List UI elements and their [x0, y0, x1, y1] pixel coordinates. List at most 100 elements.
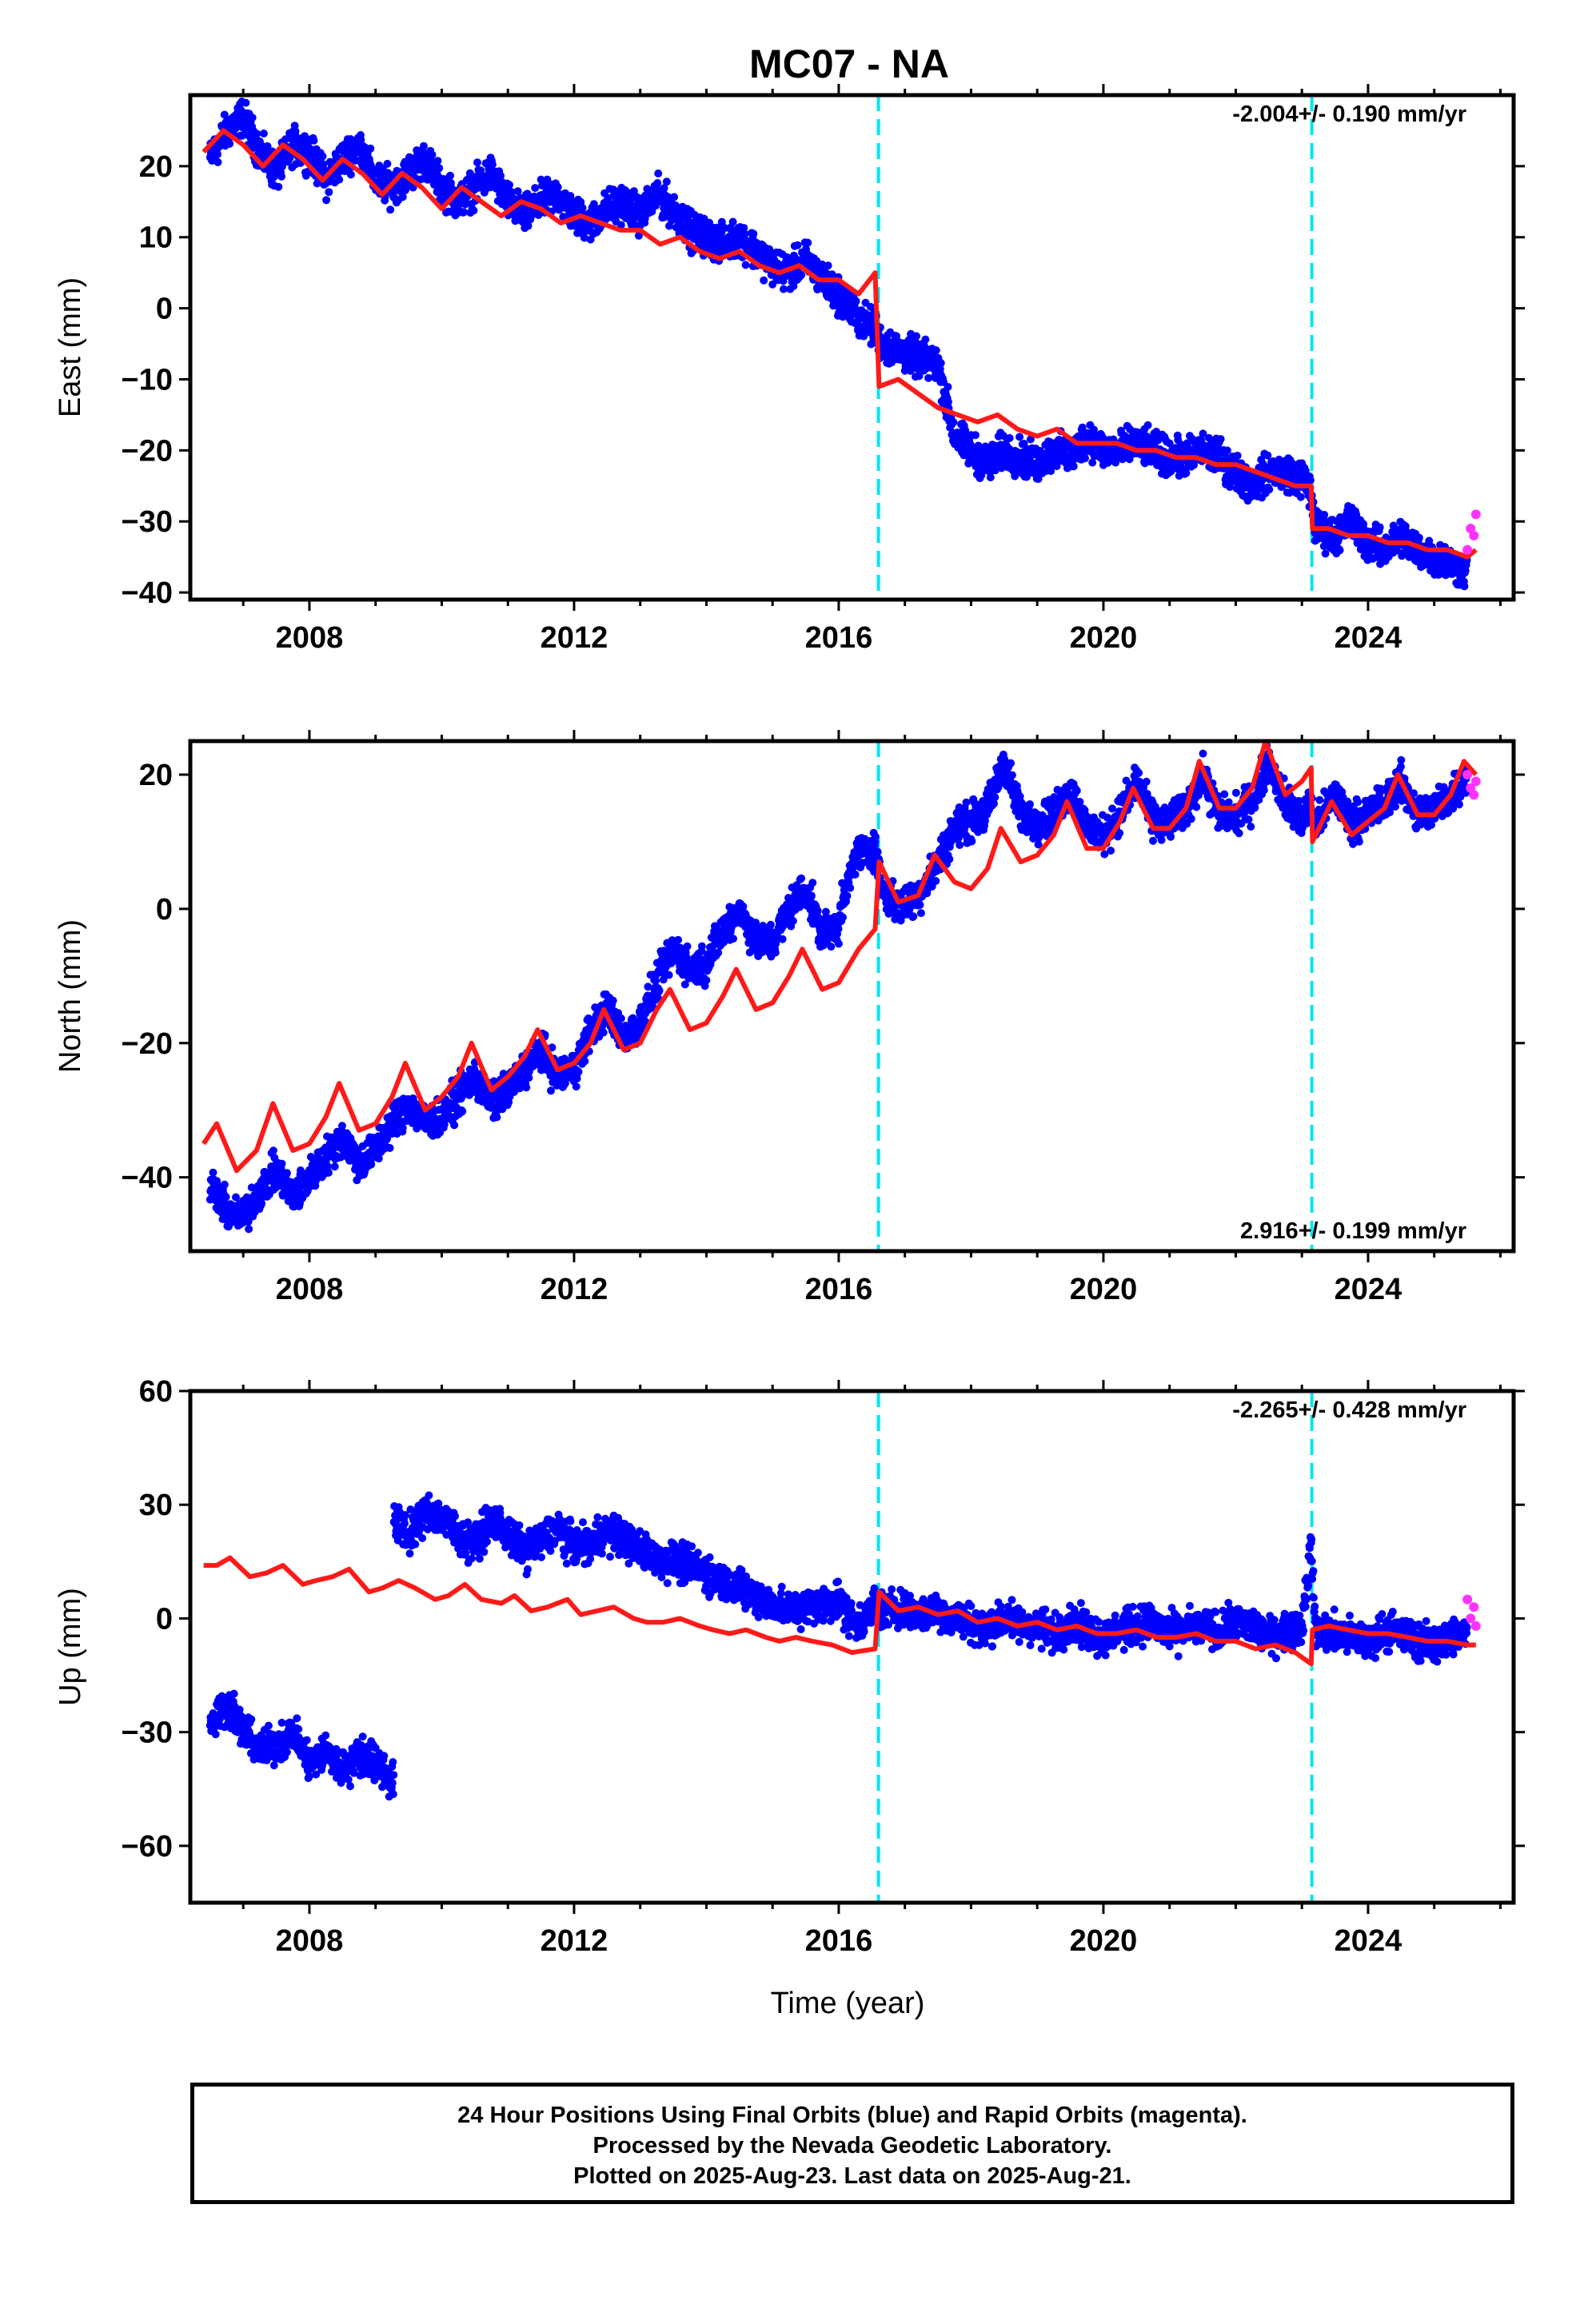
data-point-final	[367, 1161, 375, 1169]
data-point-final	[473, 158, 481, 166]
data-point-final	[514, 187, 522, 195]
data-point-final	[1217, 435, 1225, 443]
y-tick-label: −10	[122, 363, 173, 397]
data-point-final	[554, 183, 562, 191]
data-point-final	[274, 183, 282, 191]
data-point-final	[1263, 452, 1271, 460]
data-point-final	[489, 161, 497, 169]
data-point-final	[278, 1160, 286, 1168]
data-point-final	[714, 949, 722, 957]
data-point-final	[420, 142, 428, 150]
panels: 2008 2012 2016 2020 2024 −40 −30 −20 −10 0 10 20 Eas…	[54, 84, 1525, 1958]
x-tick-label: 2008	[276, 621, 344, 655]
data-point-final	[573, 1082, 581, 1090]
plot-area-east	[204, 95, 1481, 600]
plot-area-north	[204, 741, 1481, 1251]
data-point-final	[729, 935, 737, 943]
data-point-final	[654, 169, 662, 177]
y-tick-label: −20	[122, 434, 173, 468]
y-tick-label: 0	[156, 293, 173, 326]
data-point-final	[292, 127, 300, 135]
y-axis-label-east: East (mm)	[54, 277, 87, 417]
data-point-rapid	[1469, 531, 1478, 540]
data-point-final	[656, 987, 664, 995]
data-point-final	[221, 1181, 229, 1189]
data-point-final	[446, 172, 454, 180]
data-point-final	[932, 346, 940, 354]
data-point-final	[760, 277, 768, 285]
data-point-final	[260, 130, 268, 138]
data-point-final	[469, 206, 477, 214]
data-point-final	[912, 333, 920, 341]
data-point-final	[1376, 524, 1384, 532]
data-point-final	[972, 431, 980, 439]
data-point-final	[335, 176, 343, 184]
data-point-final	[249, 114, 257, 122]
data-point-final	[522, 1083, 530, 1091]
data-point-rapid	[1471, 509, 1481, 519]
data-point-final	[1015, 433, 1023, 441]
data-point-final	[1415, 534, 1423, 542]
data-point-final	[232, 1194, 240, 1202]
data-point-final	[944, 383, 952, 391]
data-point-final	[1336, 546, 1344, 554]
data-point-final	[322, 196, 330, 204]
data-point-final	[921, 336, 929, 344]
y-tick-label: 20	[139, 150, 173, 184]
data-point-final	[665, 971, 673, 979]
data-point-final	[937, 359, 945, 367]
data-point-final	[824, 261, 832, 269]
data-point-final	[852, 297, 860, 305]
data-point-final	[729, 218, 737, 226]
x-tick-label: 2020	[1070, 621, 1138, 655]
data-point-final	[1070, 462, 1078, 470]
data-point-final	[684, 943, 692, 951]
data-point-final	[366, 145, 374, 153]
data-point-final	[386, 205, 394, 213]
data-point-final	[670, 193, 678, 201]
data-point-final	[245, 1225, 253, 1233]
data-point-final	[749, 229, 757, 237]
x-tick-label: 2024	[1335, 621, 1402, 655]
data-point-final	[214, 158, 222, 166]
data-point-final	[277, 173, 285, 181]
x-tick-label: 2012	[541, 621, 608, 655]
data-point-final	[386, 1144, 394, 1152]
data-point-final	[949, 418, 957, 426]
x-tick-label: 2016	[805, 621, 873, 655]
data-point-final	[531, 184, 539, 192]
rate-annotation-east: -2.004+/- 0.190 mm/yr	[1232, 102, 1466, 127]
data-point-final	[794, 241, 802, 249]
data-point-final	[1460, 582, 1468, 590]
y-tick-label: −30	[122, 505, 173, 539]
y-tick-label: −40	[122, 576, 173, 610]
data-point-final	[319, 153, 327, 161]
data-point-final	[1234, 452, 1242, 460]
data-point-final	[429, 151, 437, 159]
data-point-final	[742, 261, 750, 269]
data-point-final	[433, 157, 441, 165]
data-point-final	[269, 1146, 277, 1154]
data-point-final	[1320, 511, 1328, 519]
data-point-final	[698, 943, 706, 951]
data-point-final	[617, 1015, 625, 1022]
data-point-final	[1265, 485, 1273, 493]
data-point-final	[241, 99, 249, 107]
y-tick-label: 10	[139, 221, 173, 255]
data-point-final	[493, 1113, 501, 1121]
data-point-final	[573, 1074, 581, 1082]
data-point-final	[383, 160, 391, 168]
data-point-final	[347, 170, 355, 178]
data-point-final	[1223, 447, 1231, 455]
chart-title: MC07 - NA	[749, 42, 949, 86]
data-point-final	[702, 976, 710, 984]
data-point-rapid	[1462, 545, 1472, 555]
data-point-final	[399, 1124, 407, 1132]
data-point-final	[331, 1162, 339, 1170]
data-point-final	[209, 1169, 217, 1177]
data-point-final	[674, 936, 682, 944]
data-point-final	[653, 179, 661, 187]
data-point-final	[222, 1193, 230, 1201]
